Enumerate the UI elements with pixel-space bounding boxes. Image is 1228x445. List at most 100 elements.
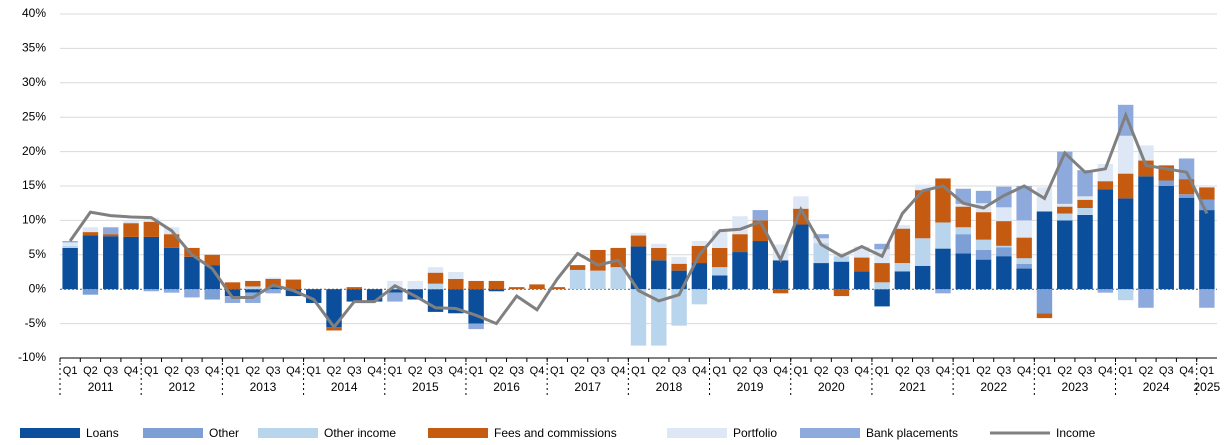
x-tick-label: Q1 (550, 365, 565, 377)
bar-segment (488, 280, 505, 290)
bar-segment (914, 190, 931, 239)
legend-label: Other (209, 426, 239, 440)
bar-segment (1117, 289, 1134, 301)
bar-segment (874, 282, 890, 290)
bar-segment (854, 257, 870, 272)
bar-segment (529, 284, 545, 290)
bar-segment (1057, 220, 1073, 290)
bar-segment (245, 286, 261, 290)
x-tick-label: Q4 (692, 365, 707, 377)
x-tick-label: Q3 (672, 365, 687, 377)
bar-segment (1199, 289, 1215, 308)
bar-segment (833, 256, 850, 262)
legend-label: Income (1056, 426, 1096, 440)
bar-segment (833, 252, 850, 257)
bar-segment (1158, 180, 1174, 186)
year-label: 2018 (656, 380, 683, 394)
bar-segment (813, 263, 829, 290)
year-label: 2012 (168, 380, 195, 394)
legend-label: Other income (324, 426, 396, 440)
bar-segment (996, 207, 1012, 222)
bar-segment (610, 247, 626, 268)
bar-segment (224, 289, 241, 297)
bar-segment (651, 260, 667, 290)
x-tick-label: Q2 (1139, 365, 1154, 377)
bar-segment (833, 289, 850, 297)
bar-segment (833, 261, 850, 290)
bar-segment (62, 242, 78, 246)
bar-segment (123, 236, 139, 290)
bar-segment (1178, 194, 1195, 198)
bar-segment (793, 224, 809, 290)
bar-segment (955, 227, 971, 235)
x-tick-label: Q3 (347, 365, 362, 377)
bar-segment (387, 289, 403, 293)
x-tick-label: Q2 (327, 365, 342, 377)
x-tick-label: Q3 (428, 365, 443, 377)
bar-segment (1036, 289, 1053, 314)
bar-segment (306, 289, 322, 303)
x-tick-label: Q4 (448, 365, 463, 377)
bar-segment (772, 260, 789, 290)
bar-segment (1016, 263, 1032, 269)
x-tick-label: Q3 (1159, 365, 1174, 377)
bar-segment (671, 256, 687, 264)
bar-segment (935, 248, 951, 290)
bar-segment (894, 263, 911, 272)
bar-segment (508, 287, 525, 290)
x-tick-label: Q1 (1037, 365, 1052, 377)
x-tick-label: Q1 (875, 365, 890, 377)
bar-segment (732, 234, 748, 253)
bar-segment (265, 289, 281, 294)
bar-segment (630, 235, 647, 247)
bar-segment (184, 247, 200, 257)
x-tick-label: Q2 (570, 365, 585, 377)
x-tick-label: Q2 (489, 365, 504, 377)
bar-segment (1138, 160, 1154, 177)
year-label: 2024 (1143, 380, 1170, 394)
y-tick-label: 10% (22, 213, 46, 227)
bar-segment (854, 271, 870, 290)
x-tick-label: Q2 (1057, 365, 1072, 377)
bar-segment (955, 253, 971, 290)
bar-segment (265, 277, 281, 279)
bar-segment (204, 254, 220, 266)
bar-segment (488, 289, 505, 292)
bar-segment (224, 296, 241, 303)
y-tick-label: 20% (22, 144, 46, 158)
bar-segment (772, 289, 789, 294)
year-label: 2025 (1193, 380, 1220, 394)
bar-segment (224, 282, 241, 290)
bar-segment (1036, 211, 1053, 290)
bar-segment (691, 289, 708, 305)
bar-segment (894, 225, 911, 229)
bar-segment (448, 278, 464, 290)
x-tick-label: Q3 (509, 365, 524, 377)
x-tick-label: Q4 (611, 365, 626, 377)
bar-segment (143, 221, 160, 237)
bar-segment (1077, 196, 1093, 200)
bar-segment (894, 228, 911, 264)
bar-segment (82, 235, 99, 290)
year-label: 2022 (980, 380, 1007, 394)
bar-segment (265, 287, 281, 290)
legend-swatch (143, 428, 203, 438)
x-tick-label: Q3 (103, 365, 118, 377)
bar-segment (691, 263, 708, 290)
legend-label: Bank placements (866, 426, 958, 440)
x-tick-label: Q3 (266, 365, 281, 377)
bar-segment (346, 289, 363, 302)
year-label: 2019 (737, 380, 764, 394)
bar-segment (1077, 199, 1093, 209)
x-tick-label: Q4 (773, 365, 788, 377)
bar-segment (1016, 258, 1032, 264)
bar-segment (184, 256, 200, 290)
bar-segment (427, 283, 444, 290)
bar-segment (448, 272, 464, 279)
bar-segment (326, 289, 342, 328)
x-tick-label: Q1 (225, 365, 240, 377)
bar-segment (1036, 313, 1053, 319)
legend-swatch (667, 428, 727, 438)
x-tick-label: Q3 (915, 365, 930, 377)
legend-label: Fees and commissions (494, 426, 617, 440)
